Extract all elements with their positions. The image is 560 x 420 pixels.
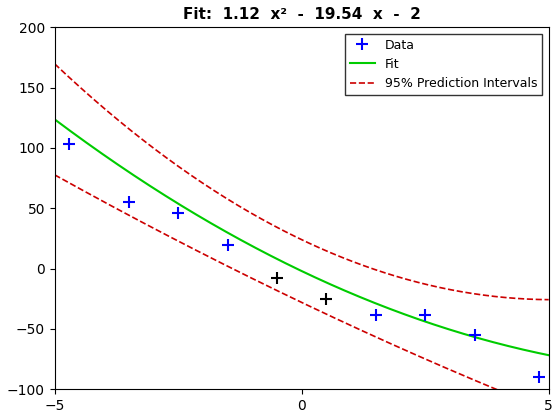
Legend: Data, Fit, 95% Prediction Intervals: Data, Fit, 95% Prediction Intervals [345,34,543,95]
Title: Fit:  1.12  x²  -  19.54  x  -  2: Fit: 1.12 x² - 19.54 x - 2 [183,7,421,22]
